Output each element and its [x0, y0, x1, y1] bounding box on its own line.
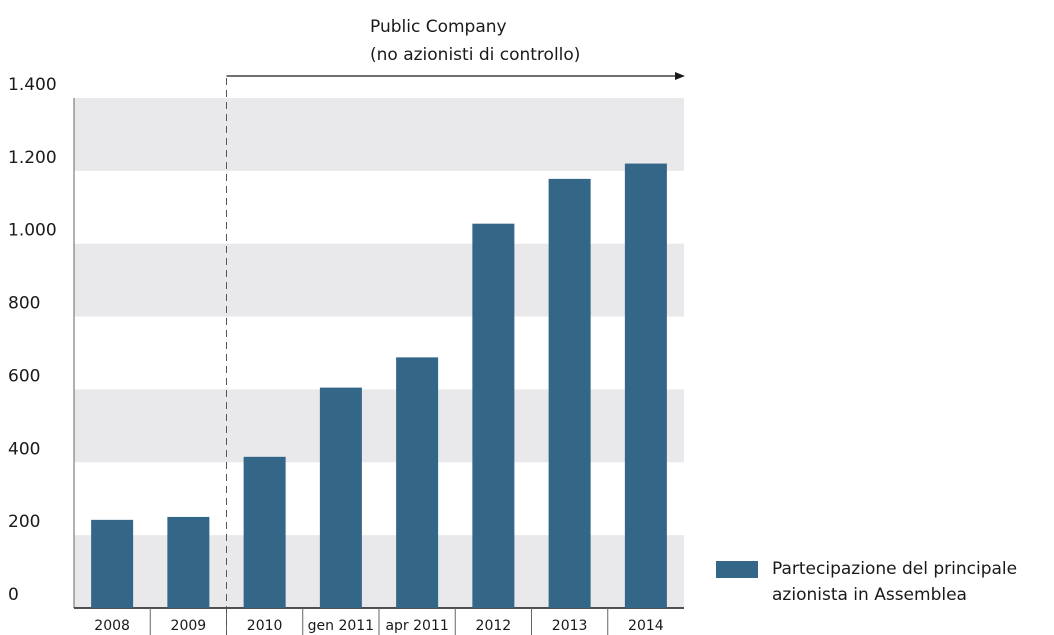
y-tick-label: 1.000 — [8, 221, 57, 241]
band-2 — [74, 389, 684, 463]
y-tick-label: 400 — [8, 439, 40, 459]
legend: Partecipazione del principale azionista … — [716, 556, 1054, 616]
arrow-head-icon — [675, 72, 685, 80]
bar-2014 — [624, 163, 667, 609]
bar-apr-2011 — [396, 357, 439, 608]
bar-2008 — [91, 519, 134, 608]
y-tick-label: 200 — [8, 512, 40, 532]
x-category-label: 2010 — [247, 618, 283, 634]
legend-swatch — [716, 561, 758, 578]
x-axis-categories: 2008 2009 2010 gen 2011 apr 2011 2012 2013 2014 — [94, 608, 664, 635]
y-tick-label: 600 — [8, 366, 40, 386]
bar-2009 — [167, 516, 210, 608]
y-tick-label: 800 — [8, 294, 40, 314]
x-category-label: 2014 — [628, 618, 664, 634]
legend-label: Partecipazione del principale azionista … — [772, 559, 1018, 605]
x-category-label: 2008 — [94, 618, 130, 634]
bars — [91, 163, 667, 609]
background-bands — [74, 98, 684, 608]
x-category-label: 2009 — [171, 618, 207, 634]
y-tick-label: 0 — [8, 585, 19, 605]
bar-2013 — [548, 178, 591, 608]
band-4 — [74, 243, 684, 317]
x-category-label: 2013 — [552, 618, 588, 634]
y-tick-label: 1.400 — [8, 75, 57, 95]
annotation-line1: Public Company — [370, 17, 507, 37]
bar-2010 — [243, 456, 286, 608]
band-0 — [74, 535, 684, 608]
bar-2012 — [472, 223, 515, 608]
bar-gen-2011 — [319, 387, 362, 608]
y-tick-label: 1.200 — [8, 148, 57, 168]
x-category-label: gen 2011 — [308, 618, 374, 634]
x-category-label: apr 2011 — [385, 618, 448, 634]
x-category-label: 2012 — [476, 618, 512, 634]
annotation-line2: (no azionisti di controllo) — [370, 45, 580, 65]
y-axis-ticks: 0 200 400 600 800 1.000 1.200 1.400 — [8, 75, 57, 605]
band-6 — [74, 98, 684, 171]
